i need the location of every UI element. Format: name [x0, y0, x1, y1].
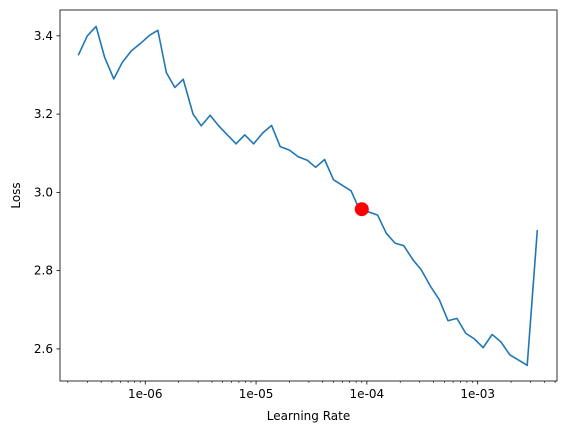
suggested-lr-marker	[354, 202, 369, 217]
plot-frame	[59, 9, 558, 382]
y-tick-label: 3.0	[34, 185, 53, 199]
x-tick-label: 1e-05	[239, 387, 274, 401]
y-tick-label: 2.6	[34, 342, 53, 356]
y-tick-label: 2.8	[34, 264, 53, 278]
y-axis-label: Loss	[9, 182, 23, 208]
y-tick-label: 3.4	[34, 29, 53, 43]
x-axis-label: Learning Rate	[267, 409, 350, 423]
y-tick-label: 3.2	[34, 107, 53, 121]
x-tick-label: 1e-04	[350, 387, 385, 401]
plot-area	[60, 10, 557, 381]
x-tick-label: 1e-03	[460, 387, 495, 401]
loss-series-line	[77, 25, 539, 367]
x-tick-label: 1e-06	[128, 387, 163, 401]
